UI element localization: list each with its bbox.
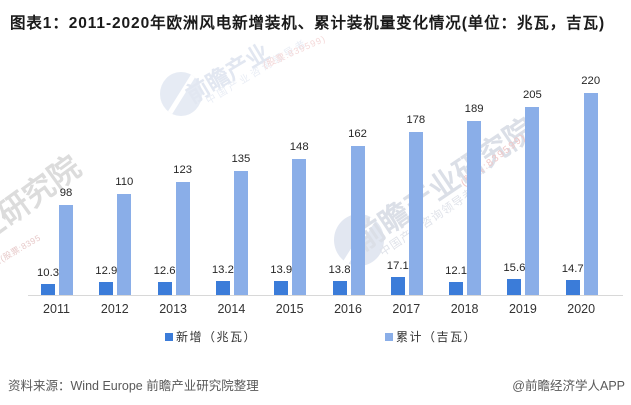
x-axis-label-2013: 2013 [159, 302, 187, 316]
bar-cum-2018 [467, 121, 482, 295]
plot-area: 10.3 98 12.9 110 12.6 123 13.2 135 13.9 148 13.8 16… [0, 60, 631, 296]
value-label-new: 14.7 [561, 263, 584, 275]
bar-new-2011 [41, 284, 55, 295]
legend-label-new: 新增（兆瓦） [176, 330, 258, 344]
bar-new-2019 [507, 279, 522, 295]
value-label-cum: 205 [522, 89, 542, 101]
value-label-new: 10.3 [37, 267, 59, 279]
bar-new-2018 [449, 282, 464, 295]
value-label-new: 12.9 [95, 265, 118, 277]
legend: 新增（兆瓦） 累计（吉瓦） [0, 328, 631, 344]
bar-cum-2011 [59, 205, 73, 295]
x-axis-line [28, 295, 623, 296]
bar-cum-2017 [408, 132, 423, 295]
bar-new-2020 [565, 280, 580, 295]
bar-cum-2015 [292, 159, 307, 295]
legend-label-cum: 累计（吉瓦） [396, 330, 478, 344]
value-label-new: 12.1 [445, 265, 468, 277]
value-label-new: 13.9 [270, 264, 293, 276]
value-label-new: 15.6 [503, 262, 526, 274]
source-note: 资料来源：Wind Europe 前瞻产业研究院整理 [8, 379, 259, 393]
value-label-cum: 189 [464, 103, 484, 115]
bar-new-2013 [157, 282, 172, 295]
bar-cum-2014 [233, 171, 248, 295]
value-label-new: 17.1 [386, 260, 409, 272]
value-label-cum: 148 [289, 141, 309, 153]
credit-note: @前瞻经济学人APP [512, 379, 625, 393]
value-label-cum: 162 [348, 128, 367, 140]
x-axis-label-2020: 2020 [567, 302, 596, 316]
value-label-new: 12.6 [153, 265, 176, 277]
bar-new-2015 [274, 281, 289, 295]
x-axis-label-2019: 2019 [508, 302, 537, 316]
bar-cum-2020 [583, 93, 598, 295]
bar-new-2014 [215, 281, 230, 295]
chart-title: 图表1：2011-2020年欧洲风电新增装机、累计装机量变化情况(单位：兆瓦，吉… [10, 15, 606, 32]
x-axis-labels: 2011 2012 2013 2014 2015 2016 2017 2018 2019 2020 [0, 302, 631, 318]
legend-item-cum: 累计（吉瓦） [385, 328, 477, 345]
legend-swatch-new [165, 332, 173, 341]
legend-swatch-cum [385, 332, 393, 341]
legend-item-new: 新增（兆瓦） [165, 328, 257, 345]
bar-cum-2016 [350, 146, 365, 295]
value-label-new: 13.2 [211, 264, 234, 276]
x-axis-label-2016: 2016 [334, 302, 362, 316]
bar-cum-2019 [525, 107, 540, 295]
value-label-new: 13.8 [328, 264, 351, 276]
value-label-cum: 98 [59, 187, 73, 199]
x-axis-label-2011: 2011 [43, 302, 70, 316]
bar-new-2012 [99, 282, 114, 295]
x-axis-label-2017: 2017 [392, 302, 421, 316]
bar-cum-2012 [117, 194, 132, 295]
x-axis-label-2014: 2014 [217, 302, 246, 316]
value-label-cum: 123 [173, 164, 193, 176]
x-axis-label-2012: 2012 [100, 302, 129, 316]
value-label-cum: 220 [581, 75, 601, 87]
x-axis-label-2018: 2018 [450, 302, 479, 316]
bar-cum-2013 [175, 182, 190, 295]
x-axis-label-2015: 2015 [275, 302, 304, 316]
value-label-cum: 110 [115, 176, 134, 188]
bar-new-2016 [332, 281, 347, 295]
value-label-cum: 135 [231, 153, 251, 165]
value-label-cum: 178 [406, 114, 426, 126]
bar-new-2017 [390, 277, 405, 295]
